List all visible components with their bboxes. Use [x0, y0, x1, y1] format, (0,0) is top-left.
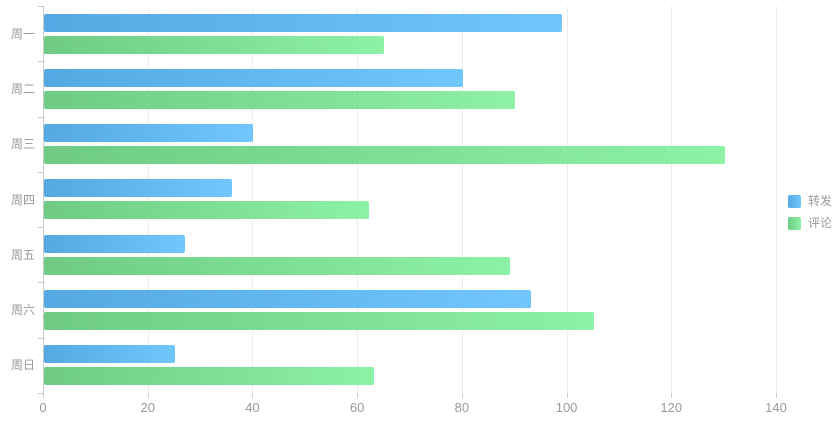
gridline	[566, 6, 568, 393]
bar-转发-周日[interactable]	[44, 345, 175, 364]
gridline	[252, 6, 254, 393]
gridline	[671, 6, 673, 393]
x-axis-label: 120	[660, 400, 683, 415]
x-axis-label: 100	[555, 400, 578, 415]
y-axis-tick	[38, 227, 43, 229]
y-axis-label: 周日	[10, 358, 35, 373]
x-axis-tick	[776, 393, 777, 398]
x-axis-tick	[43, 393, 44, 398]
y-axis-label: 周三	[10, 137, 35, 152]
x-axis-label: 0	[39, 400, 47, 415]
bar-评论-周二[interactable]	[44, 90, 516, 109]
y-axis-label: 周五	[10, 247, 35, 262]
y-axis-tick	[38, 116, 43, 118]
bar-评论-周一[interactable]	[44, 35, 385, 54]
x-axis-tick	[357, 393, 359, 398]
y-axis-line	[43, 6, 44, 393]
y-axis-label: 周二	[10, 81, 35, 96]
legend-item-转发[interactable]: 转发	[788, 195, 832, 208]
x-axis-label: 140	[765, 400, 787, 415]
bar-转发-周四[interactable]	[44, 179, 233, 198]
legend-item-评论[interactable]: 评论	[788, 217, 832, 230]
y-axis-tick	[38, 337, 43, 339]
y-axis-tick	[38, 393, 43, 394]
bar-评论-周四[interactable]	[44, 201, 369, 220]
x-axis-label: 20	[140, 400, 155, 415]
y-axis-tick	[38, 61, 43, 63]
y-axis-label: 周六	[10, 303, 35, 318]
y-axis-label: 周一	[10, 26, 35, 41]
bar-评论-周三[interactable]	[44, 146, 725, 165]
bar-评论-周六[interactable]	[44, 311, 594, 330]
y-axis-tick	[38, 171, 43, 173]
bar-转发-周三[interactable]	[44, 124, 254, 143]
legend-label: 评论	[808, 216, 833, 230]
bar-评论-周五[interactable]	[44, 256, 510, 275]
legend-swatch-icon	[788, 217, 801, 230]
x-axis-label: 60	[349, 400, 365, 415]
gridline	[357, 6, 359, 393]
bar-转发-周五[interactable]	[44, 234, 186, 253]
gridline	[776, 6, 777, 393]
y-axis-label: 周四	[10, 192, 35, 207]
x-axis-label: 40	[245, 400, 260, 415]
gridline	[147, 6, 149, 393]
gridline	[461, 6, 463, 393]
legend-swatch-icon	[788, 195, 801, 208]
bar-评论-周日[interactable]	[44, 367, 374, 386]
x-axis-tick	[461, 393, 463, 398]
legend-label: 转发	[808, 194, 833, 208]
x-axis-tick	[147, 393, 149, 398]
x-axis-tick	[671, 393, 673, 398]
y-axis-tick	[38, 6, 43, 7]
bar-转发-周六[interactable]	[44, 289, 531, 308]
x-axis-tick	[566, 393, 568, 398]
y-axis-tick	[38, 282, 43, 284]
x-axis-tick	[252, 393, 254, 398]
legend: 转发 评论	[788, 195, 832, 230]
x-axis-label: 80	[454, 400, 470, 415]
bar-转发-周一[interactable]	[44, 13, 563, 32]
bar-转发-周二[interactable]	[44, 68, 463, 87]
